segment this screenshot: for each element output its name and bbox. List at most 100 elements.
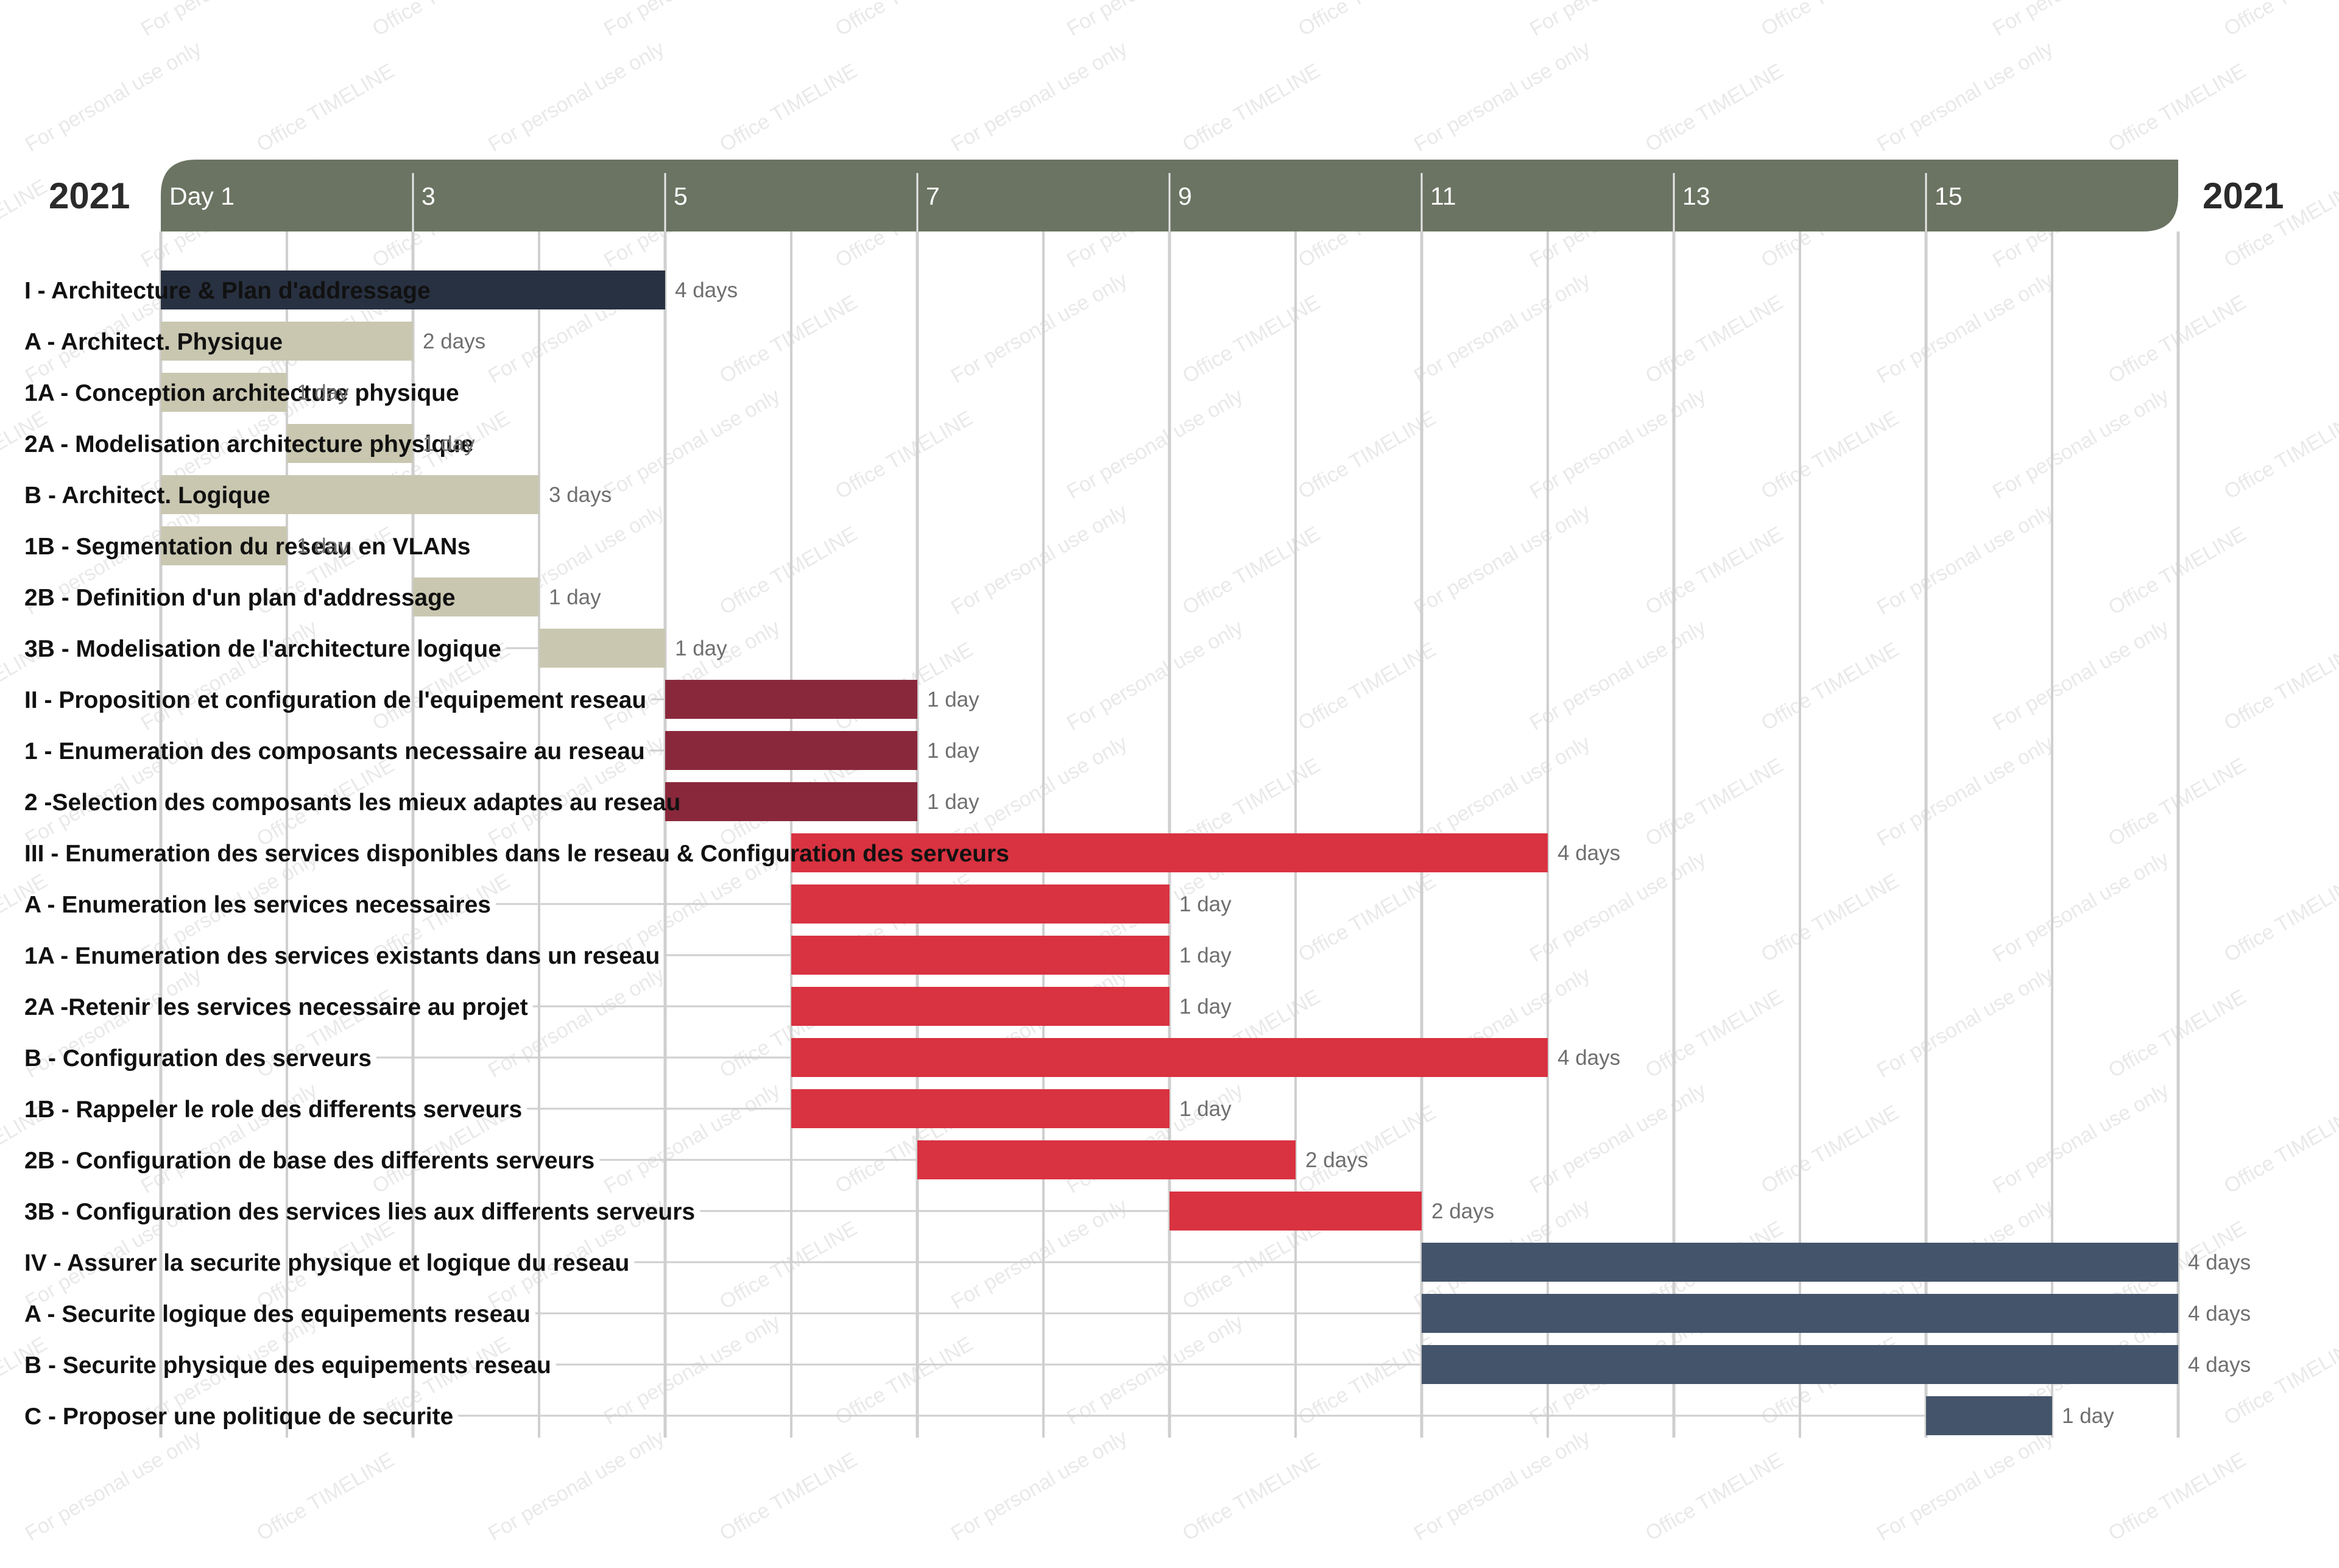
watermark-text: For personal use only (1063, 1310, 1247, 1430)
task-label: 1A - Conception architecture physique (24, 380, 459, 406)
task-bar (161, 526, 287, 565)
watermark-text: For personal use only (1526, 847, 1710, 967)
tick-label: 3 (422, 182, 436, 210)
duration-label: 1 day (1179, 995, 1232, 1019)
watermark-text: Office TIMELINE (253, 59, 398, 157)
task-label: B - Configuration des serveurs (24, 1045, 372, 1072)
duration-label: 2 days (1431, 1199, 1494, 1223)
duration-label: 4 days (1558, 1046, 1620, 1070)
task-label: A - Securite logique des equipements res… (24, 1301, 531, 1327)
watermark-text: For personal use only (2336, 1195, 2339, 1314)
duration-label: 4 days (1558, 841, 1620, 865)
tick-label: Day 1 (169, 182, 235, 210)
watermark-text: Office TIMELINE (1294, 638, 1440, 735)
watermark-text: Office TIMELINE (716, 291, 861, 388)
task-label: A - Enumeration les services necessaires (24, 892, 491, 918)
watermark-text: For personal use only (1873, 269, 2057, 388)
watermark-text: For personal use only (484, 37, 668, 157)
watermark-text: For personal use only (484, 963, 668, 1082)
watermark-text: For personal use only (947, 269, 1131, 388)
duration-label: 1 day (927, 790, 979, 814)
task-label: 2A -Retenir les services necessaire au p… (24, 994, 528, 1020)
duration-label: 4 days (675, 278, 738, 302)
task-bar (917, 1140, 1296, 1179)
year-label-right: 2021 (2203, 175, 2284, 216)
watermark-text: For personal use only (1873, 732, 2057, 851)
watermark-text: Office TIMELINE (1179, 291, 1324, 388)
watermark-text: For personal use only (1526, 384, 1710, 504)
task-bar (791, 1038, 1548, 1077)
task-bar (161, 270, 665, 309)
duration-label: 2 days (1305, 1148, 1368, 1172)
watermark-text: Office TIMELINE (1179, 522, 1324, 620)
task-bar (1926, 1396, 2052, 1435)
watermark-text: Office TIMELINE (253, 1448, 398, 1545)
watermark-text: Office TIMELINE (1757, 638, 1903, 735)
watermark-text: Office TIMELINE (2220, 1101, 2339, 1198)
day-tick-labels: Day 1 3 5 7 9 11 13 15 (169, 173, 1963, 231)
watermark-text: For personal use only (2336, 963, 2339, 1082)
task-bar (287, 424, 413, 463)
watermark-text: Office TIMELINE (1179, 1448, 1324, 1545)
task-label: I - Architecture & Plan d'addressage (24, 278, 431, 304)
watermark-text: Office TIMELINE (1642, 522, 1787, 620)
watermark-text: Office TIMELINE (1179, 1217, 1324, 1314)
duration-label: 3 days (549, 483, 612, 507)
watermark-text: For personal use only (1526, 1079, 1710, 1198)
watermark-text: For personal use only (21, 37, 205, 157)
task-label: 1B - Rappeler le role des differents ser… (24, 1097, 522, 1123)
watermark-text: Office TIMELINE (1294, 869, 1440, 967)
task-label: 1A - Enumeration des services existants … (24, 943, 660, 969)
watermark-text: Office TIMELINE (2220, 0, 2339, 41)
task-bar (413, 577, 539, 616)
task-label: 2B - Definition d'un plan d'addressage (24, 585, 456, 611)
watermark-text: Office TIMELINE (831, 0, 977, 41)
duration-label: 4 days (2188, 1251, 2251, 1274)
watermark-text: For personal use only (947, 1195, 1131, 1314)
task-bar (161, 322, 413, 361)
watermark-text: Office TIMELINE (1642, 59, 1787, 157)
watermark-text: Office TIMELINE (1757, 869, 1903, 967)
year-label-left: 2021 (49, 175, 130, 216)
label-leader-lines (376, 647, 1926, 1417)
watermark-text: For personal use only (947, 37, 1131, 157)
task-bar (539, 629, 665, 668)
watermark-text: For personal use only (600, 1079, 784, 1198)
watermark-text: For personal use only (1873, 500, 2057, 620)
task-label: 3B - Modelisation de l'architecture logi… (24, 636, 501, 662)
watermark-text: Office TIMELINE (1642, 1448, 1787, 1545)
watermark-text: Office TIMELINE (1642, 985, 1787, 1082)
duration-label: 1 day (423, 432, 475, 456)
task-label: 2B - Configuration de base des different… (24, 1148, 594, 1174)
watermark-text: Office TIMELINE (716, 59, 861, 157)
watermark-text: For personal use only (21, 1426, 205, 1545)
watermark-text: Office TIMELINE (2220, 638, 2339, 735)
watermark-text: For personal use only (1410, 37, 1594, 157)
task-label: 3B - Configuration des services lies aux… (24, 1199, 695, 1225)
watermark-text: For personal use only (484, 1426, 668, 1545)
task-label: A - Architect. Physique (24, 329, 283, 355)
watermark-text: For personal use only (1989, 384, 2173, 504)
watermark-text: For personal use only (1989, 616, 2173, 735)
task-bar (665, 680, 917, 719)
task-bar (791, 833, 1548, 872)
task-label: 2A - Modelisation architecture physique (24, 431, 474, 457)
task-labels: I - Architecture & Plan d'addressage A - … (24, 278, 1009, 1430)
tick-label: 5 (674, 182, 688, 210)
watermark-text: For personal use only (947, 1426, 1131, 1545)
task-label: B - Securite physique des equipements re… (24, 1352, 551, 1379)
tick-label: 9 (1178, 182, 1192, 210)
watermark-text: For personal use only (2336, 37, 2339, 157)
task-bar (1422, 1345, 2178, 1384)
tick-label: 11 (1430, 182, 1456, 210)
watermark-text: Office TIMELINE (1757, 406, 1903, 504)
watermark-text: For personal use only (2336, 269, 2339, 388)
duration-label: 1 day (549, 585, 601, 609)
duration-label: 2 days (423, 330, 485, 353)
watermark-text: Office TIMELINE (1757, 1101, 1903, 1198)
duration-label: 1 day (297, 381, 349, 404)
watermark-text: For personal use only (600, 0, 784, 41)
tick-label: 15 (1935, 182, 1963, 210)
watermark-text: For personal use only (137, 616, 321, 735)
